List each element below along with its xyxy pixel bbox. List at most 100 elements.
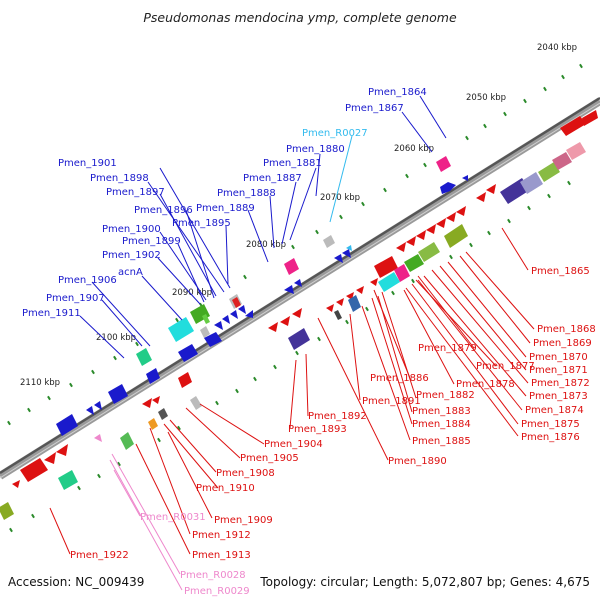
gene-arrow: [284, 285, 294, 294]
gene-label-pmen-1906[interactable]: Pmen_1906: [58, 275, 117, 286]
gene-block: [232, 297, 241, 308]
kbp-label-2100: 2100 kbp: [96, 333, 136, 343]
gene-arrow: [44, 452, 56, 464]
gene-label-pmen-1868[interactable]: Pmen_1868: [537, 324, 596, 335]
gene-label-pmen-1890[interactable]: Pmen_1890: [388, 456, 447, 467]
gene-arrow: [268, 322, 278, 332]
gene-label-pmen-r0027[interactable]: Pmen_R0027: [302, 128, 368, 139]
gene-label-pmen-1908[interactable]: Pmen_1908: [216, 468, 275, 479]
gene-label-pmen-1867[interactable]: Pmen_1867: [345, 103, 404, 114]
gene-label-pmen-1902[interactable]: Pmen_1902: [102, 250, 161, 261]
gene-block: [394, 264, 410, 282]
gene-arrow: [440, 182, 456, 194]
gene-label-pmen-1880[interactable]: Pmen_1880: [286, 144, 345, 155]
gene-arrow: [238, 305, 246, 314]
gene-label-pmen-1874[interactable]: Pmen_1874: [525, 405, 584, 416]
gene-label-pmen-1905[interactable]: Pmen_1905: [240, 453, 299, 464]
leader-lines-reverse: [49, 227, 535, 555]
gene-arrow: [292, 308, 302, 318]
reverse-strand-genes: [0, 110, 598, 520]
gene-arrow: [86, 406, 94, 415]
gene-arrow: [230, 310, 238, 319]
gene-label-pmen-1885[interactable]: Pmen_1885: [412, 436, 471, 447]
gene-arrow: [582, 110, 598, 126]
scale-dot-row-outer: [7, 63, 583, 426]
gene-label-pmen-r0031[interactable]: Pmen_R0031: [140, 512, 206, 523]
kbp-label-2050: 2050 kbp: [466, 93, 506, 103]
gene-arrow: [142, 398, 152, 408]
gene-label-pmen-1864[interactable]: Pmen_1864: [368, 87, 427, 98]
gene-label-pmen-1897[interactable]: Pmen_1897: [106, 187, 165, 198]
gene-label-acna[interactable]: acnA: [118, 267, 143, 278]
gene-arrow: [486, 184, 496, 194]
gene-label-pmen-1870[interactable]: Pmen_1870: [529, 352, 588, 363]
forward-strand-genes: [56, 156, 468, 436]
gene-label-pmen-1900[interactable]: Pmen_1900: [102, 224, 161, 235]
gene-label-pmen-1899[interactable]: Pmen_1899: [122, 236, 181, 247]
gene-arrow: [94, 434, 102, 442]
gene-label-pmen-1891[interactable]: Pmen_1891: [362, 396, 421, 407]
gene-label-pmen-1910[interactable]: Pmen_1910: [196, 483, 255, 494]
gene-label-pmen-1878[interactable]: Pmen_1878: [456, 379, 515, 390]
gene-block: [190, 304, 210, 324]
gene-block: [58, 470, 78, 490]
gene-arrow: [356, 286, 364, 294]
gene-arrow: [108, 384, 128, 404]
gene-label-pmen-1892[interactable]: Pmen_1892: [308, 411, 367, 422]
gene-label-pmen-1865[interactable]: Pmen_1865: [531, 266, 590, 277]
gene-block: [136, 348, 152, 366]
gene-block: [158, 408, 168, 420]
gene-label-pmen-1882[interactable]: Pmen_1882: [416, 390, 475, 401]
gene-label-pmen-1869[interactable]: Pmen_1869: [533, 338, 592, 349]
gene-arrow: [326, 304, 334, 312]
gene-arrow: [416, 230, 426, 240]
gene-label-pmen-1875[interactable]: Pmen_1875: [521, 419, 580, 430]
gene-arrow: [152, 396, 160, 404]
kbp-label-2090: 2090 kbp: [172, 288, 212, 298]
genome-backbone: [0, 96, 600, 480]
gene-arrow: [462, 175, 468, 181]
gene-arrow: [204, 332, 222, 347]
gene-block: [178, 372, 192, 388]
accession-text: Accession: NC_009439: [8, 575, 144, 589]
gene-label-pmen-1889[interactable]: Pmen_1889: [196, 203, 255, 214]
gene-label-pmen-r0029[interactable]: Pmen_R0029: [184, 586, 250, 597]
gene-label-pmen-1879[interactable]: Pmen_1879: [418, 343, 477, 354]
scale-dot-row-inner: [9, 180, 571, 533]
gene-arrow: [56, 414, 78, 436]
gene-arrow: [94, 401, 102, 410]
kbp-label-2040: 2040 kbp: [537, 43, 577, 53]
gene-block: [444, 224, 468, 248]
gene-label-pmen-1873[interactable]: Pmen_1873: [529, 391, 588, 402]
gene-label-pmen-1911[interactable]: Pmen_1911: [22, 308, 81, 319]
gene-label-pmen-r0028[interactable]: Pmen_R0028: [180, 570, 246, 581]
gene-block: [20, 458, 48, 482]
gene-label-pmen-1907[interactable]: Pmen_1907: [46, 293, 105, 304]
gene-label-pmen-1883[interactable]: Pmen_1883: [412, 406, 471, 417]
gene-label-pmen-1922[interactable]: Pmen_1922: [70, 550, 129, 561]
gene-label-pmen-1893[interactable]: Pmen_1893: [288, 424, 347, 435]
gene-label-pmen-1872[interactable]: Pmen_1872: [531, 378, 590, 389]
gene-arrow: [294, 279, 302, 287]
gene-label-pmen-1886[interactable]: Pmen_1886: [370, 373, 429, 384]
gene-label-pmen-1877[interactable]: Pmen_1877: [476, 361, 535, 372]
gene-label-pmen-1913[interactable]: Pmen_1913: [192, 550, 251, 561]
gene-label-pmen-1898[interactable]: Pmen_1898: [90, 173, 149, 184]
gene-label-pmen-1881[interactable]: Pmen_1881: [263, 158, 322, 169]
gene-block: [520, 172, 543, 194]
gene-label-pmen-1887[interactable]: Pmen_1887: [243, 173, 302, 184]
gene-label-pmen-1909[interactable]: Pmen_1909: [214, 515, 273, 526]
gene-label-pmen-1871[interactable]: Pmen_1871: [529, 365, 588, 376]
gene-arrow: [446, 212, 456, 222]
gene-label-pmen-1876[interactable]: Pmen_1876: [521, 432, 580, 443]
gene-label-pmen-1896[interactable]: Pmen_1896: [134, 205, 193, 216]
gene-label-pmen-1901[interactable]: Pmen_1901: [58, 158, 117, 169]
gene-label-pmen-1895[interactable]: Pmen_1895: [172, 218, 231, 229]
gene-label-pmen-1888[interactable]: Pmen_1888: [217, 188, 276, 199]
gene-arrow: [396, 242, 406, 252]
gene-block: [436, 156, 451, 172]
gene-label-pmen-1904[interactable]: Pmen_1904: [264, 439, 323, 450]
gene-arrow: [336, 298, 344, 306]
gene-label-pmen-1912[interactable]: Pmen_1912: [192, 530, 251, 541]
gene-label-pmen-1884[interactable]: Pmen_1884: [412, 419, 471, 430]
